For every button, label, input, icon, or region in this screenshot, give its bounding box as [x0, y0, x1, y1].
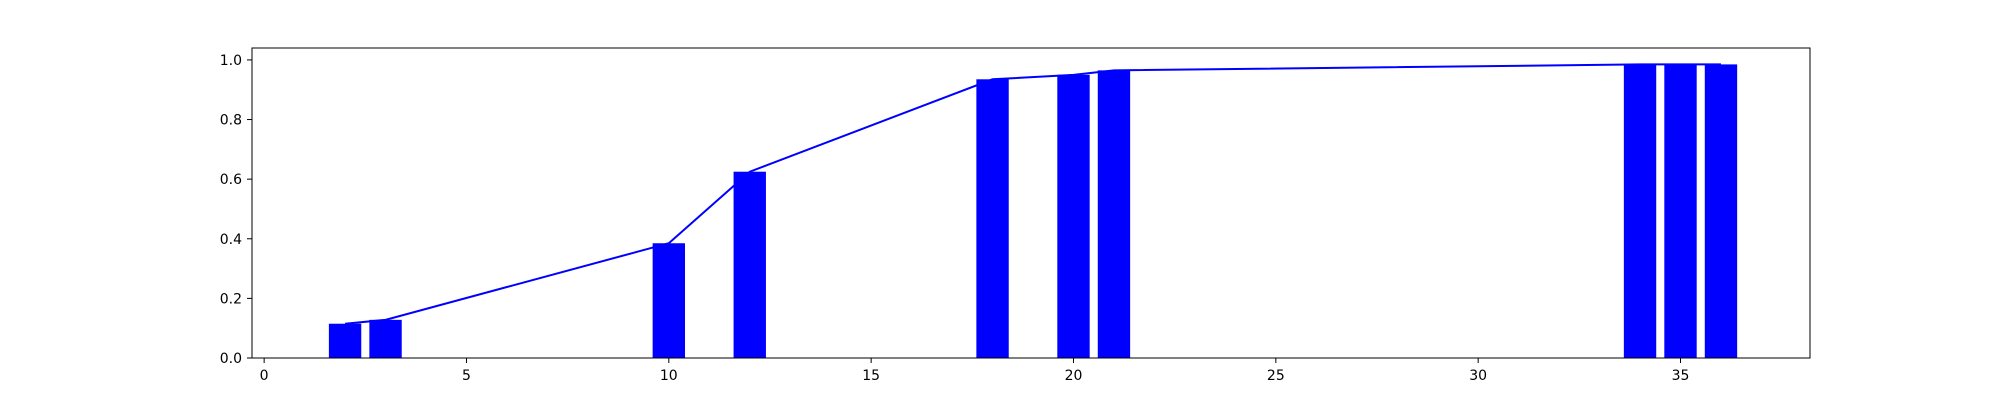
x-tick-label: 20 [1065, 368, 1083, 384]
x-tick-label: 10 [660, 368, 678, 384]
series-line [344, 63, 1721, 325]
bar-36 [1704, 64, 1738, 359]
x-tick-label: 15 [862, 368, 880, 384]
axes-frame [251, 47, 1811, 359]
line-layer [344, 63, 1721, 325]
y-tick-label: 0.8 [220, 113, 242, 129]
bar-3 [369, 319, 402, 358]
y-tick-label: 0.0 [220, 351, 242, 367]
x-tick-label: 0 [260, 368, 269, 384]
bar-20 [1057, 74, 1090, 359]
bar-12 [733, 171, 766, 358]
bar-18 [976, 79, 1009, 358]
y-tick-label: 0.6 [220, 172, 242, 188]
axes: 0 5 10 15 20 25 30 35 0.0 0.2 0.4 0.6 0.8 1.0 [220, 47, 1811, 384]
x-tick-label: 35 [1672, 368, 1690, 384]
bar-2 [328, 323, 362, 358]
plot-area [252, 48, 1810, 358]
x-tick-label: 25 [1267, 368, 1285, 384]
bar-10 [652, 243, 686, 358]
bar-21 [1097, 70, 1131, 358]
bar-35 [1664, 64, 1697, 359]
y-tick-label: 0.2 [220, 291, 242, 307]
bar-34 [1623, 64, 1657, 359]
plot-background [252, 48, 1810, 358]
x-tick-label: 5 [462, 368, 471, 384]
bars-group [328, 64, 1738, 359]
y-tick-label: 1.0 [220, 53, 242, 69]
y-tick-label: 0.4 [220, 232, 242, 248]
x-tick-label: 30 [1469, 368, 1487, 384]
